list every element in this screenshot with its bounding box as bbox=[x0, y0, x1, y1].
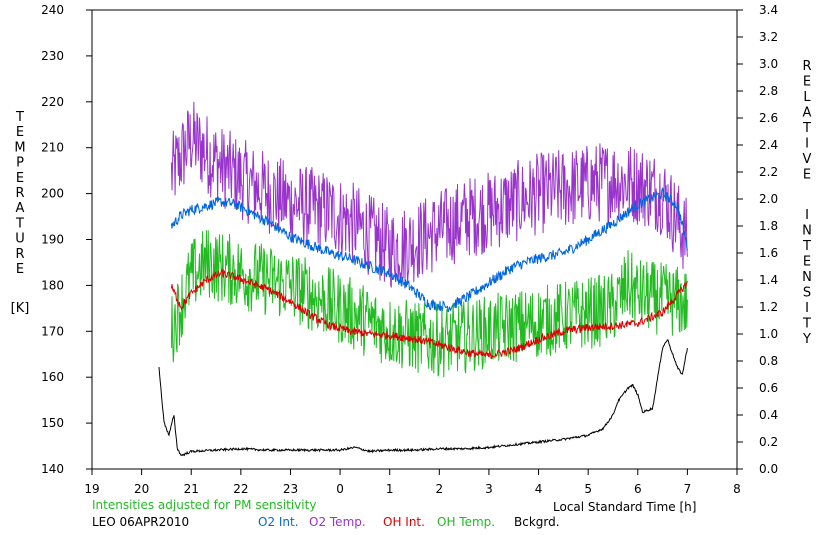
left-y-tick-label: 150 bbox=[41, 416, 64, 430]
series-line-oh-temp bbox=[170, 230, 688, 378]
right-axis-title-letter: E bbox=[803, 255, 811, 270]
left-y-tick-label: 170 bbox=[41, 324, 64, 338]
x-tick-label: 20 bbox=[134, 482, 149, 496]
plot-frame bbox=[91, 9, 738, 470]
left-axis-title-letter: U bbox=[15, 232, 25, 247]
right-axis-title-letter: E bbox=[803, 75, 811, 90]
series-line-oh-int bbox=[170, 268, 688, 360]
right-y-tick-label: 1.6 bbox=[759, 246, 778, 260]
right-y-tick-label: 2.6 bbox=[759, 111, 778, 125]
right-axis-title-letter: I bbox=[805, 208, 809, 223]
x-tick-label: 0 bbox=[336, 482, 344, 496]
left-axis-title-letter: T bbox=[15, 110, 24, 125]
legend-o2-int: O2 Int. bbox=[258, 515, 299, 529]
left-y-tick-label: 190 bbox=[41, 233, 64, 247]
right-axis-title-letter: T bbox=[802, 121, 811, 136]
right-y-tick-label: 3.4 bbox=[759, 3, 778, 17]
sensitivity-note: Intensities adjusted for PM sensitivity bbox=[92, 498, 317, 512]
x-tick-label: 4 bbox=[535, 482, 543, 496]
right-y-tick-label: 1.4 bbox=[759, 273, 778, 287]
right-y-tick-label: 2.4 bbox=[759, 138, 778, 152]
x-tick-label: 22 bbox=[233, 482, 248, 496]
left-axis-title-letter: T bbox=[15, 216, 24, 231]
right-y-tick-label: 0.6 bbox=[759, 381, 778, 395]
left-y-tick-label: 140 bbox=[41, 462, 64, 476]
x-tick-label: 23 bbox=[283, 482, 298, 496]
x-tick-label: 19 bbox=[84, 482, 99, 496]
left-y-tick-label: 230 bbox=[41, 49, 64, 63]
left-y-tick-label: 160 bbox=[41, 370, 64, 384]
right-axis-title-letter: L bbox=[803, 90, 811, 105]
x-tick-label: 3 bbox=[485, 482, 493, 496]
right-axis-title-letter: I bbox=[805, 137, 809, 152]
right-axis-title-letter: N bbox=[802, 224, 812, 239]
x-tick-label: 6 bbox=[634, 482, 642, 496]
left-y-tick-label: 210 bbox=[41, 141, 64, 155]
right-y-tick-label: 3.2 bbox=[759, 30, 778, 44]
series-line-o2-temp bbox=[170, 101, 688, 288]
x-tick-label: 1 bbox=[386, 482, 394, 496]
right-axis-title-letter: Y bbox=[802, 332, 811, 347]
right-axis-title-letter: R bbox=[802, 59, 811, 74]
left-y-tick-label: 180 bbox=[41, 278, 64, 292]
right-axis-title-letter: I bbox=[805, 301, 809, 316]
right-axis-title-letter: A bbox=[803, 106, 812, 121]
right-axis-title-letter: E bbox=[803, 168, 811, 183]
left-axis-title-letter: P bbox=[16, 156, 24, 171]
right-axis-title-letter: T bbox=[802, 317, 811, 332]
right-y-tick-label: 2.8 bbox=[759, 84, 778, 98]
left-axis-unit: [K] bbox=[11, 301, 30, 316]
legend-o2-temp: O2 Temp. bbox=[309, 515, 366, 529]
series-line-bckgrd bbox=[158, 339, 688, 457]
left-y-tick-label: 240 bbox=[41, 3, 64, 17]
left-axis-title-letter: R bbox=[15, 186, 24, 201]
left-axis-title-letter: E bbox=[16, 171, 24, 186]
left-axis-title-letter: A bbox=[16, 201, 25, 216]
left-axis-title-letter: E bbox=[16, 125, 24, 140]
x-axis-label: Local Standard Time [h] bbox=[553, 500, 697, 514]
legend-oh-temp: OH Temp. bbox=[437, 515, 496, 529]
station-label: LEO 06APR2010 bbox=[92, 515, 190, 529]
series-line-o2-int bbox=[170, 186, 688, 313]
left-axis-title-letter: M bbox=[14, 140, 25, 155]
right-y-tick-label: 1.2 bbox=[759, 300, 778, 314]
left-axis-title-letter: R bbox=[15, 247, 24, 262]
right-axis-title-letter: T bbox=[802, 239, 811, 254]
right-y-tick-label: 2.0 bbox=[759, 192, 778, 206]
right-y-tick-label: 0.4 bbox=[759, 408, 778, 422]
right-y-tick-label: 3.0 bbox=[759, 57, 778, 71]
right-y-tick-label: 1.0 bbox=[759, 327, 778, 341]
right-y-tick-label: 0.0 bbox=[759, 462, 778, 476]
x-tick-label: 7 bbox=[684, 482, 692, 496]
right-axis-title-letter: N bbox=[802, 270, 812, 285]
right-y-tick-label: 0.2 bbox=[759, 435, 778, 449]
legend-oh-int: OH Int. bbox=[383, 515, 425, 529]
left-y-tick-label: 200 bbox=[41, 187, 64, 201]
x-tick-label: 21 bbox=[184, 482, 199, 496]
right-y-tick-label: 1.8 bbox=[759, 219, 778, 233]
x-tick-label: 5 bbox=[584, 482, 592, 496]
x-tick-label: 2 bbox=[435, 482, 443, 496]
right-axis-title-letter: S bbox=[803, 286, 811, 301]
right-y-tick-label: 0.8 bbox=[759, 354, 778, 368]
right-axis-title-letter: V bbox=[803, 152, 812, 167]
x-tick-label: 8 bbox=[733, 482, 741, 496]
left-y-tick-label: 220 bbox=[41, 95, 64, 109]
left-axis-title-letter: E bbox=[16, 262, 24, 277]
legend-bckgrd: Bckgrd. bbox=[514, 515, 560, 529]
right-y-tick-label: 2.2 bbox=[759, 165, 778, 179]
